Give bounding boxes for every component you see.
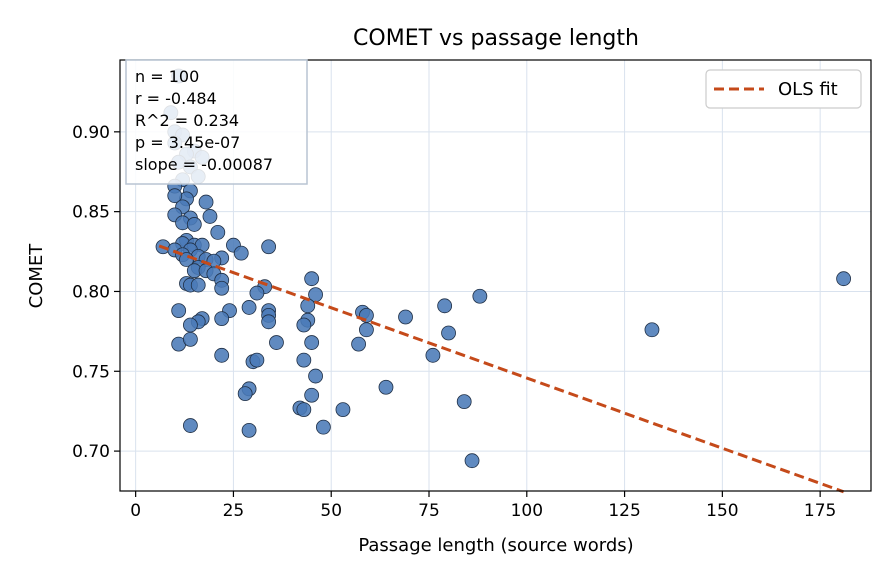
x-tick-label: 100 bbox=[511, 501, 543, 521]
data-point bbox=[296, 352, 312, 368]
data-point bbox=[214, 347, 230, 363]
data-point bbox=[304, 271, 320, 287]
stats-box-frame bbox=[125, 59, 308, 185]
data-point bbox=[296, 402, 312, 417]
x-tick-label: 175 bbox=[804, 501, 836, 521]
data-point bbox=[186, 217, 202, 232]
x-axis-ticks: 0 25 50 75 100 125 150 175 bbox=[130, 491, 836, 521]
data-point bbox=[308, 368, 323, 384]
data-point bbox=[304, 335, 320, 350]
data-point bbox=[269, 335, 284, 350]
data-point bbox=[464, 453, 480, 469]
data-point bbox=[351, 336, 366, 352]
x-tick-label: 0 bbox=[130, 501, 141, 521]
legend: OLS fit bbox=[705, 69, 862, 109]
data-point bbox=[249, 285, 265, 301]
plot-area-frame bbox=[119, 59, 872, 492]
legend-fit-label: OLS fit bbox=[778, 79, 838, 100]
data-point bbox=[214, 280, 230, 296]
data-point bbox=[456, 394, 472, 410]
data-point bbox=[190, 277, 206, 293]
x-tick-label: 75 bbox=[418, 501, 440, 521]
x-tick-label: 125 bbox=[608, 501, 640, 521]
data-point bbox=[249, 352, 265, 368]
y-tick-label: 0.90 bbox=[72, 123, 110, 143]
stats-line-p: p = 3.45e-07 bbox=[135, 133, 240, 152]
legend-frame bbox=[705, 69, 862, 109]
data-point bbox=[644, 322, 660, 338]
data-point bbox=[241, 422, 257, 438]
y-axis-label: COMET bbox=[26, 243, 47, 309]
y-tick-label: 0.85 bbox=[72, 203, 110, 223]
data-point bbox=[437, 298, 453, 314]
stats-box: n = 100 r = -0.484 R^2 = 0.234 p = 3.45e… bbox=[125, 59, 308, 185]
data-point bbox=[398, 309, 413, 325]
data-point bbox=[425, 347, 441, 363]
data-point bbox=[296, 317, 312, 333]
stats-line-r2: R^2 = 0.234 bbox=[135, 111, 239, 130]
data-point bbox=[836, 271, 852, 287]
data-point bbox=[315, 419, 331, 435]
data-point bbox=[214, 311, 230, 327]
data-point bbox=[241, 300, 257, 315]
data-point bbox=[171, 303, 187, 319]
data-point bbox=[183, 317, 198, 333]
data-point bbox=[261, 239, 277, 255]
grid-lines bbox=[120, 60, 871, 491]
x-tick-label: 150 bbox=[706, 501, 738, 521]
data-point bbox=[378, 379, 394, 395]
data-point bbox=[472, 288, 488, 304]
data-point bbox=[441, 325, 456, 341]
data-point bbox=[261, 314, 277, 330]
data-point bbox=[202, 209, 218, 224]
stats-line-n: n = 100 bbox=[135, 67, 199, 86]
chart-title: COMET vs passage length bbox=[353, 26, 639, 51]
data-point bbox=[359, 308, 374, 323]
stats-line-r: r = -0.484 bbox=[135, 89, 217, 108]
data-point bbox=[304, 387, 320, 403]
stats-line-slope: slope = -0.00087 bbox=[135, 155, 273, 174]
data-point bbox=[237, 386, 253, 402]
ols-fit-line bbox=[158, 244, 845, 494]
data-point bbox=[167, 188, 183, 204]
data-point bbox=[183, 418, 198, 433]
data-point bbox=[198, 194, 214, 210]
data-point bbox=[359, 322, 374, 338]
data-point bbox=[335, 402, 351, 417]
x-tick-label: 25 bbox=[223, 501, 245, 521]
x-axis-label: Passage length (source words) bbox=[358, 535, 633, 556]
data-point bbox=[183, 331, 198, 347]
y-tick-label: 0.70 bbox=[72, 442, 110, 462]
y-tick-label: 0.80 bbox=[72, 282, 110, 302]
x-tick-label: 50 bbox=[320, 501, 342, 521]
y-axis-ticks: 0.70 0.75 0.80 0.85 0.90 bbox=[72, 123, 120, 462]
data-point bbox=[210, 224, 226, 240]
data-point bbox=[233, 245, 249, 261]
fit-line-layer bbox=[158, 244, 845, 494]
y-tick-label: 0.75 bbox=[72, 362, 110, 382]
